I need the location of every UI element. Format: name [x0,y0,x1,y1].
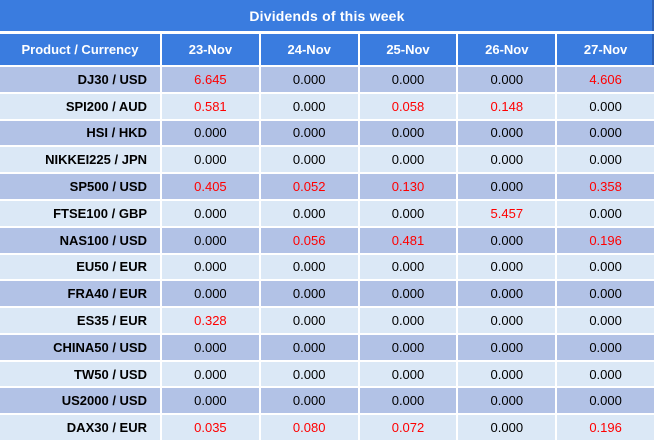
dividend-value: 0.000 [359,308,457,333]
dividend-value: 0.000 [260,200,358,226]
dividend-value: 5.457 [458,200,556,226]
dividend-value: 0.000 [458,67,556,92]
column-header-date: 27-Nov [557,34,654,65]
dividend-value: 0.000 [260,308,358,333]
product-cell: SPI200 / AUD [0,93,160,119]
dividend-value: 6.645 [162,67,259,92]
dividend-value: 0.358 [557,174,654,199]
dividend-value: 0.000 [359,120,457,146]
dividend-value: 0.000 [359,361,457,387]
dividend-value: 0.000 [260,334,358,360]
dividend-value: 0.000 [557,200,654,226]
dividend-value: 0.000 [359,334,457,360]
dividend-value: 0.196 [557,227,654,253]
dividend-value: 0.000 [458,147,556,173]
dividend-value: 0.000 [162,361,259,387]
dividend-value: 0.000 [458,308,556,333]
product-cell: CHINA50 / USD [0,334,160,360]
dividend-value: 0.052 [260,174,358,199]
dividend-value: 4.606 [557,67,654,92]
dividend-value: 0.000 [359,67,457,92]
dividend-value: 0.058 [359,93,457,119]
column-header-date: 26-Nov [458,34,556,65]
dividend-value: 0.000 [359,254,457,280]
dividend-value: 0.000 [557,361,654,387]
product-cell: TW50 / USD [0,361,160,387]
dividend-value: 0.000 [359,147,457,173]
dividend-value: 0.080 [260,415,358,440]
product-cell: FTSE100 / GBP [0,200,160,226]
dividend-value: 0.000 [162,254,259,280]
dividend-value: 0.000 [557,147,654,173]
dividend-value: 0.328 [162,308,259,333]
dividend-value: 0.000 [557,120,654,146]
product-cell: HSI / HKD [0,120,160,146]
dividend-value: 0.000 [260,93,358,119]
dividend-value: 0.000 [458,361,556,387]
dividend-value: 0.000 [260,254,358,280]
dividend-value: 0.130 [359,174,457,199]
dividend-value: 0.000 [458,281,556,307]
dividend-value: 0.056 [260,227,358,253]
dividend-value: 0.000 [557,308,654,333]
dividend-value: 0.148 [458,93,556,119]
dividend-value: 0.000 [162,281,259,307]
product-cell: DJ30 / USD [0,67,160,92]
dividend-value: 0.000 [162,200,259,226]
product-cell: DAX30 / EUR [0,415,160,440]
product-cell: NAS100 / USD [0,227,160,253]
dividend-value: 0.000 [162,227,259,253]
dividend-value: 0.000 [260,388,358,414]
dividend-value: 0.405 [162,174,259,199]
dividend-value: 0.000 [557,254,654,280]
dividend-value: 0.000 [162,388,259,414]
dividend-value: 0.000 [260,147,358,173]
dividend-value: 0.000 [162,147,259,173]
dividend-value: 0.035 [162,415,259,440]
dividend-value: 0.000 [260,120,358,146]
product-cell: NIKKEI225 / JPN [0,147,160,173]
dividend-value: 0.481 [359,227,457,253]
dividend-value: 0.000 [458,120,556,146]
dividend-value: 0.000 [359,200,457,226]
column-header-date: 24-Nov [260,34,358,65]
dividend-value: 0.000 [557,388,654,414]
dividend-value: 0.000 [260,281,358,307]
dividend-value: 0.196 [557,415,654,440]
dividend-value: 0.000 [359,388,457,414]
dividend-value: 0.581 [162,93,259,119]
dividend-value: 0.000 [359,281,457,307]
dividend-value: 0.000 [458,388,556,414]
dividend-value: 0.000 [458,415,556,440]
product-cell: ES35 / EUR [0,308,160,333]
column-header-date: 25-Nov [359,34,457,65]
product-cell: FRA40 / EUR [0,281,160,307]
dividend-value: 0.072 [359,415,457,440]
dividend-value: 0.000 [557,281,654,307]
dividend-value: 0.000 [162,120,259,146]
panel-title: Dividends of this week [0,0,654,31]
dividend-value: 0.000 [458,334,556,360]
column-header-date: 23-Nov [162,34,259,65]
product-cell: US2000 / USD [0,388,160,414]
dividend-value: 0.000 [557,334,654,360]
dividend-value: 0.000 [260,67,358,92]
product-cell: EU50 / EUR [0,254,160,280]
product-cell: SP500 / USD [0,174,160,199]
dividend-value: 0.000 [162,334,259,360]
dividend-value: 0.000 [458,227,556,253]
dividend-value: 0.000 [458,174,556,199]
dividends-table: Product / Currency 23-Nov 24-Nov 25-Nov 26-N… [0,34,654,440]
dividend-value: 0.000 [260,361,358,387]
dividend-value: 0.000 [557,93,654,119]
dividend-value: 0.000 [458,254,556,280]
column-header-product: Product / Currency [0,34,160,65]
